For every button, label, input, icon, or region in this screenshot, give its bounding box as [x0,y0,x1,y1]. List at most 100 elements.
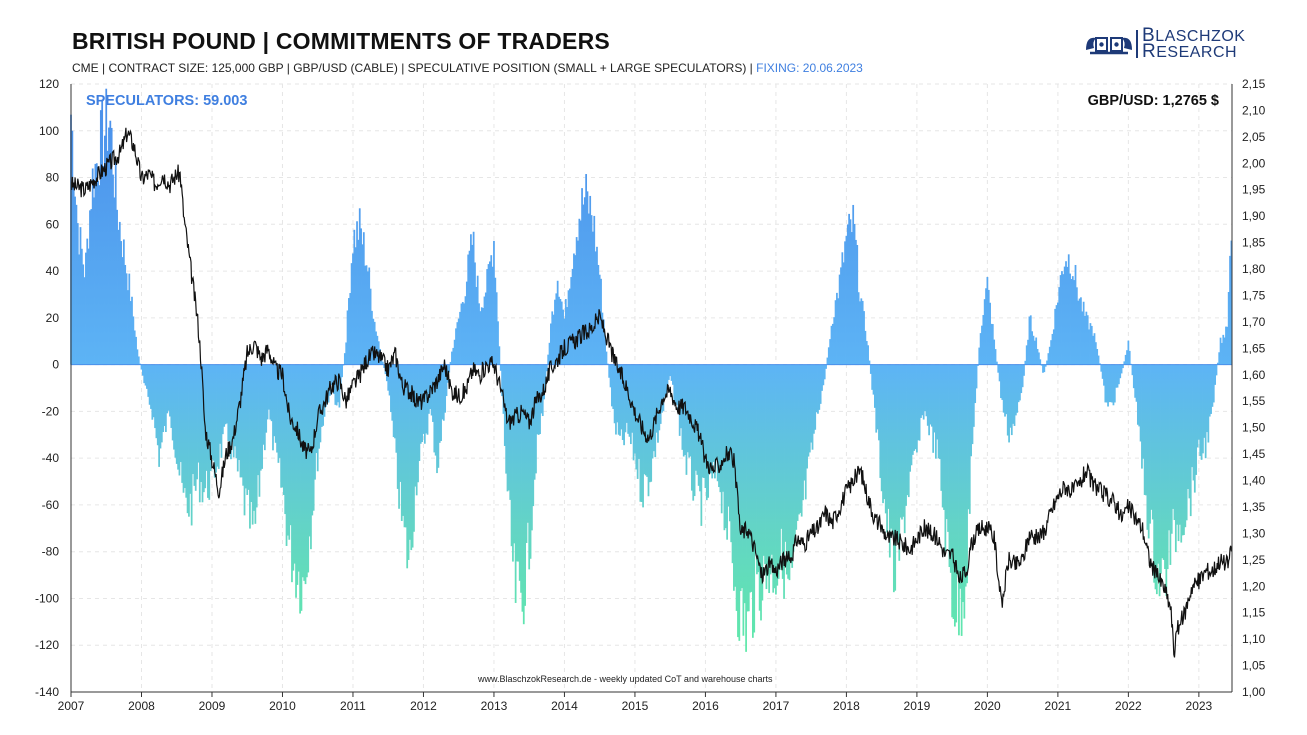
speculator-bar [958,364,960,636]
speculator-bar [106,150,109,365]
speculator-bar [616,364,619,423]
speculator-bar [437,364,440,468]
speculator-bar [598,274,601,365]
speculator-bar [857,292,860,365]
speculator-bar [479,311,482,365]
speculator-bar [1016,364,1019,413]
speculator-bar [775,364,777,595]
speculator-bar [362,232,365,365]
speculator-bar [625,364,628,423]
speculator-bar [467,254,470,365]
speculator-bar [305,364,308,578]
speculator-bar [867,345,869,365]
speculator-bar [1162,364,1165,560]
speculator-bar [838,274,841,365]
speculator-bar [360,228,362,365]
speculator-bar [171,364,174,441]
speculator-bar [1119,364,1122,379]
speculator-bar [947,364,949,532]
speculator-bar [1135,364,1138,402]
x-tick-label: 2008 [128,699,155,713]
speculator-bar [1132,364,1135,389]
speculator-bar [1134,364,1137,398]
speculator-bar [770,364,773,555]
speculator-bar [653,364,655,452]
speculator-bar [604,335,606,365]
speculator-bar [951,364,954,618]
y-right-tick-label: 1,05 [1242,659,1266,673]
speculator-bar [1229,255,1231,365]
speculator-bar [902,364,905,517]
speculator-bar [608,364,611,378]
speculator-bar [613,364,616,424]
speculator-bar [495,292,498,365]
speculator-bar [609,364,612,388]
y-left-tick-label: -40 [42,451,60,465]
speculator-bar [975,364,978,389]
speculator-bar [268,364,270,410]
speculator-bar [320,364,323,427]
speculator-bar [1142,364,1145,459]
speculator-bar [410,364,413,551]
x-tick-label: 2010 [269,699,296,713]
speculator-bar [928,364,930,436]
speculator-bar [545,364,548,372]
speculator-bar [1116,364,1119,388]
speculator-bar [140,364,143,370]
speculator-bar [1172,364,1174,509]
speculator-bar [1216,362,1219,365]
speculator-bar [288,364,291,540]
speculator-bar [861,300,864,365]
speculator-bar [235,364,238,459]
speculator-bar [394,364,396,439]
speculator-bar [441,364,444,420]
speculator-bar [483,296,486,365]
speculator-bar [1113,364,1116,403]
speculator-bar [1043,364,1046,373]
speculator-bar [460,303,463,365]
y-left-tick-label: -80 [42,545,60,559]
speculator-bar [910,364,913,466]
y-right-tick-label: 1,55 [1242,394,1266,408]
speculator-bar [72,186,75,365]
speculator-bar [577,240,579,365]
speculator-bar [878,364,880,441]
speculator-bar [415,364,418,496]
speculator-bar [1052,329,1055,365]
speculator-bar [1038,352,1040,365]
speculator-bar [375,331,377,365]
speculator-bar [699,364,701,492]
speculator-bar [179,364,182,463]
speculator-bar [531,364,533,531]
speculator-bar [524,364,527,606]
speculator-bar [207,364,209,498]
gbpusd-line [70,127,1232,658]
speculator-bar [886,364,888,533]
speculator-bar [844,241,846,365]
speculator-bar [395,364,398,453]
speculator-bar [498,346,501,365]
speculator-bar [1024,360,1027,365]
speculator-bar [990,323,993,365]
x-tick-label: 2011 [340,699,366,713]
speculator-bar [348,298,350,365]
speculator-bar [655,364,658,433]
speculator-bar [324,364,327,407]
speculator-bar [392,364,395,438]
speculator-bar [804,364,807,500]
speculator-bar [289,364,292,526]
speculator-bar [186,364,189,514]
speculator-bar [272,364,274,451]
speculator-bar [282,364,285,495]
speculator-bar [358,208,361,365]
speculator-bar [1081,311,1084,365]
speculator-bar [772,364,775,593]
speculator-bar [482,307,484,365]
speculator-bar [823,364,826,380]
speculator-bar [1071,276,1074,365]
speculator-bar [749,364,752,593]
speculator-bar [529,364,532,559]
speculator-bar [887,364,890,509]
speculator-bar [986,277,989,365]
speculator-bar [514,364,517,603]
